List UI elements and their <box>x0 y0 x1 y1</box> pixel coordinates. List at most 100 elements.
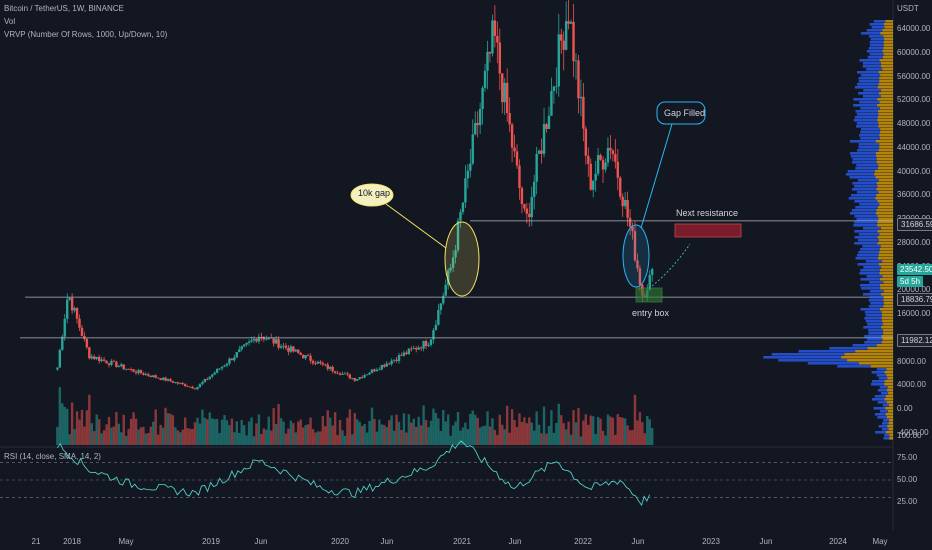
volume-bar <box>491 418 494 445</box>
vp-down <box>880 74 893 77</box>
candle-body <box>257 336 261 342</box>
candle-body <box>324 364 327 366</box>
volume-bar <box>56 426 59 445</box>
gap-ellipse <box>444 221 480 297</box>
volume-bar <box>614 434 617 445</box>
volume-bar <box>90 423 93 445</box>
volume-bar <box>110 427 113 445</box>
price-tick-label: 48000.00 <box>897 119 931 128</box>
volume-bar <box>437 418 440 445</box>
volume-bar <box>520 421 524 445</box>
candle-body <box>267 337 270 339</box>
vp-up <box>845 173 875 176</box>
volume-bar <box>270 430 273 445</box>
vp-down <box>877 167 893 170</box>
vp-down <box>888 422 893 425</box>
volume-bar <box>562 423 565 445</box>
volume-bar <box>523 417 526 445</box>
volume-bar <box>410 422 413 445</box>
vp-up <box>854 242 878 245</box>
candle-body <box>147 374 150 376</box>
vp-up <box>869 53 884 56</box>
price-tick-label: 8000.00 <box>897 356 926 366</box>
vp-down <box>875 140 893 143</box>
vp-down <box>879 101 893 104</box>
vp-up <box>856 254 879 257</box>
volume-bar <box>449 435 452 445</box>
volume-bar <box>412 418 415 445</box>
volume-bar <box>469 413 472 445</box>
candle-body <box>238 349 241 353</box>
candles-group <box>56 0 654 445</box>
candle-body <box>397 355 401 361</box>
candle-body <box>242 344 246 347</box>
vp-down <box>883 305 893 308</box>
volume-bar <box>70 402 74 445</box>
current-price-badge: 23542.50 <box>897 264 932 275</box>
vp-up <box>871 398 885 401</box>
entry-box-label[interactable]: entry box <box>632 308 670 318</box>
volume-legend[interactable]: Vol <box>4 17 16 26</box>
candle-body <box>564 21 568 50</box>
volume-bar <box>589 415 592 445</box>
volume-bar <box>152 421 155 445</box>
volume-bar <box>107 416 111 445</box>
candle-body <box>523 204 526 209</box>
volume-bar <box>503 429 506 445</box>
currency-label: USDT <box>897 4 919 13</box>
volume-bar <box>587 424 590 445</box>
vp-down <box>878 149 893 152</box>
vp-down <box>876 155 893 158</box>
volume-bar <box>621 417 624 445</box>
volume-bar <box>228 425 231 445</box>
candle-body <box>587 155 590 164</box>
vp-down <box>886 368 893 371</box>
vp-up <box>858 80 880 83</box>
rsi-legend[interactable]: RSI (14, close, SMA, 14, 2) <box>4 452 101 461</box>
volume-bar <box>120 432 123 445</box>
vp-up <box>860 128 881 131</box>
next-resistance-label[interactable]: Next resistance <box>676 208 739 218</box>
candle-body <box>513 147 516 152</box>
vrvp-legend[interactable]: VRVP (Number Of Rows, 1000, Up/Down, 10) <box>4 30 168 39</box>
volume-bar <box>478 427 482 445</box>
gap-callout-bubble <box>350 183 394 207</box>
vp-down <box>881 227 893 230</box>
symbol-legend[interactable]: Bitcoin / TetherUS, 1W, BINANCE <box>4 4 124 13</box>
price-tick-label: 52000.00 <box>897 95 931 105</box>
candle-body <box>474 122 477 135</box>
vp-down <box>883 41 893 44</box>
price-tick-label: 40000.00 <box>897 166 931 176</box>
gap-annotation-label[interactable]: 10k gap <box>358 188 391 198</box>
volume-bar <box>58 387 62 445</box>
vp-down <box>879 77 893 80</box>
volume-bar <box>250 417 253 445</box>
volume-bar <box>223 415 226 445</box>
candle-body <box>183 384 187 387</box>
candle-body <box>348 374 352 379</box>
candle-body <box>606 147 610 163</box>
volume-bar <box>66 408 69 445</box>
volume-bar <box>181 429 184 445</box>
gap-filled-label[interactable]: Gap Filled <box>664 108 706 118</box>
volume-bar <box>415 426 418 445</box>
rsi-tick-label: 100.00 <box>897 431 922 440</box>
candle-body <box>486 51 489 71</box>
candle-body <box>277 339 280 348</box>
candle-body <box>478 108 482 126</box>
volume-bar <box>292 423 295 445</box>
candle-body <box>304 355 307 359</box>
volume-bar <box>626 425 629 445</box>
volume-bar <box>169 413 172 445</box>
vp-up <box>798 350 856 353</box>
candle-body <box>633 231 637 261</box>
volume-bar <box>510 409 514 445</box>
projection-arrow <box>651 243 691 287</box>
volume-bar <box>591 416 595 445</box>
vp-down <box>880 128 893 131</box>
vp-down <box>867 347 893 350</box>
volume-bar <box>112 426 116 445</box>
vp-down <box>879 131 893 134</box>
candle-body <box>174 382 177 384</box>
